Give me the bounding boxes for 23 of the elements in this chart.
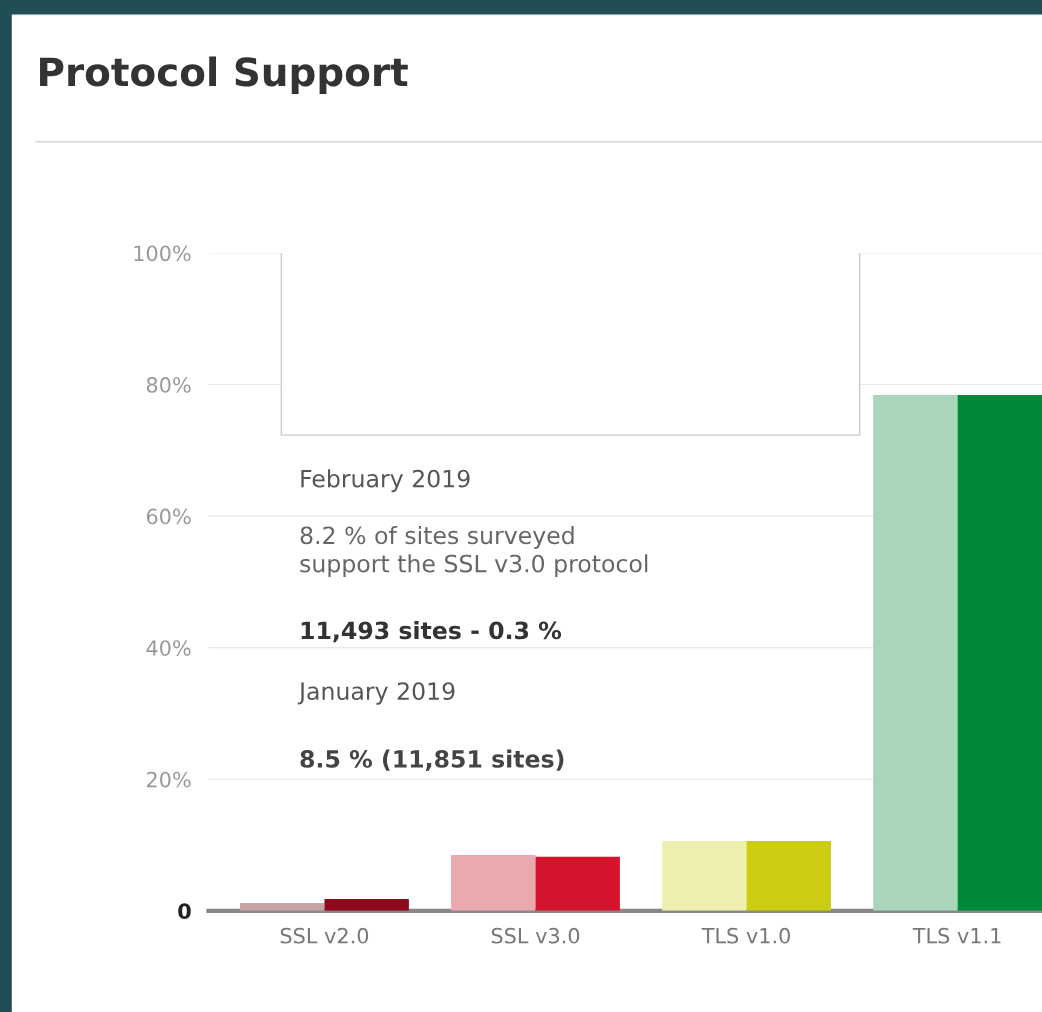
y-tick-label: 60% — [146, 508, 191, 525]
y-tick-label: 100% — [134, 245, 191, 262]
bar — [451, 854, 536, 911]
bar — [324, 898, 409, 911]
x-tick-label: TLS v1.0 — [701, 927, 790, 944]
chart-title: Protocol Support — [40, 56, 408, 95]
bar — [662, 841, 747, 911]
bar — [535, 856, 620, 911]
y-tick-label: 0 — [178, 903, 191, 920]
y-tick-label: 80% — [146, 377, 191, 393]
bar — [873, 395, 958, 911]
annotation: 8.5 % (11,851 sites) — [300, 749, 564, 771]
y-tick-label: 20% — [146, 771, 191, 788]
annotation: 8.2 % of sites surveyed support the SSL v3.0 protocol — [300, 526, 648, 578]
bar — [746, 841, 831, 911]
annotation: 11,493 sites - 0.3 % — [301, 621, 562, 643]
x-tick-label: SSL v2.0 — [280, 927, 369, 944]
annotation: February 2019 — [301, 469, 470, 493]
annotation: January 2019 — [297, 682, 455, 705]
bar — [957, 395, 1042, 911]
y-tick-label: 40% — [146, 640, 191, 656]
x-tick-label: SSL v3.0 — [491, 927, 580, 944]
x-tick-label: TLS v1.1 — [912, 927, 1001, 944]
